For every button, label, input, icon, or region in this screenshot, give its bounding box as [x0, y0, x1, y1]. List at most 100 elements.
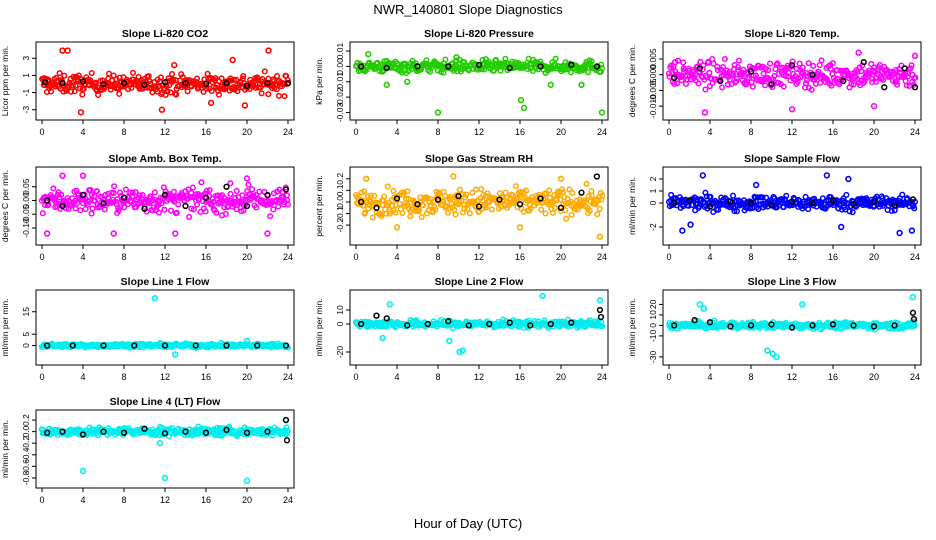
panel-7: Slope Line 1 Flow ml/min per min. 0 4 8 12 16 2…	[0, 276, 295, 382]
x-tick-label: 20	[556, 127, 566, 137]
data-point-outlier	[446, 337, 453, 344]
data-point	[695, 80, 702, 87]
data-point-outlier	[539, 292, 546, 300]
black-point	[475, 61, 483, 69]
black-series	[43, 183, 290, 212]
data-point	[427, 203, 434, 210]
data-point	[401, 189, 408, 196]
data-point	[598, 65, 606, 72]
point-series	[352, 292, 606, 356]
point-series	[352, 173, 606, 240]
x-tick-label: 16	[201, 252, 211, 262]
data-point	[563, 215, 570, 222]
data-point	[907, 65, 914, 72]
x-tick-label: 4	[707, 372, 712, 382]
y-tick-label: 1	[21, 73, 31, 78]
data-point	[283, 192, 290, 199]
data-point	[184, 88, 191, 95]
data-point	[423, 57, 430, 64]
data-point	[849, 209, 856, 216]
black-point	[445, 318, 452, 325]
data-point	[702, 86, 709, 93]
point-series	[39, 47, 291, 116]
x-tick-label: 4	[80, 127, 85, 137]
y-tick-label: 10	[648, 310, 658, 320]
black-point	[182, 79, 189, 87]
data-point-outlier	[59, 47, 66, 54]
data-point	[227, 77, 234, 84]
data-point-outlier	[79, 467, 87, 475]
data-point	[559, 189, 566, 196]
data-point	[258, 90, 265, 97]
black-point	[455, 193, 462, 200]
data-point	[249, 186, 256, 193]
data-point-outlier	[265, 47, 272, 54]
data-point	[105, 70, 113, 77]
black-point	[202, 194, 210, 201]
panel-1: Slope Li-820 CO2 Licor ppm per min. 0 4 8 12 1…	[0, 28, 295, 137]
data-point	[596, 205, 603, 212]
data-point	[594, 211, 601, 218]
data-point	[599, 323, 606, 330]
data-point	[222, 210, 229, 217]
black-point	[717, 77, 724, 85]
data-point	[574, 206, 581, 213]
data-point-outlier	[700, 305, 708, 312]
data-point	[449, 60, 456, 67]
x-tick-label: 16	[515, 372, 525, 382]
black-point	[161, 430, 169, 437]
data-point-outlier	[453, 54, 460, 61]
x-tick-label: 20	[242, 252, 252, 262]
y-tick-label: -20	[335, 346, 345, 359]
data-point	[71, 88, 78, 95]
data-point-outlier	[59, 172, 66, 179]
black-point	[79, 78, 87, 85]
data-point	[584, 69, 592, 76]
data-point-outlier	[243, 175, 251, 182]
data-point	[888, 207, 895, 215]
y-tick-label: -0.005	[648, 78, 658, 102]
x-tick-label: 24	[283, 495, 293, 505]
point-series	[38, 172, 291, 237]
y-tick-label: 0.000	[648, 64, 658, 86]
black-point	[223, 183, 230, 190]
data-point	[771, 195, 778, 202]
black-point	[357, 198, 365, 206]
data-point	[750, 72, 757, 79]
black-series	[357, 306, 605, 329]
data-point-outlier	[845, 175, 852, 183]
black-point	[264, 79, 271, 87]
data-point	[403, 195, 410, 203]
data-point	[689, 202, 696, 209]
data-point	[700, 62, 707, 69]
data-point	[779, 196, 786, 203]
black-point	[891, 202, 898, 209]
y-tick-label: -0.10	[21, 218, 31, 238]
data-point	[149, 207, 156, 214]
x-tick-label: 20	[869, 127, 879, 137]
y-tick-label: 0.1	[335, 184, 345, 196]
y-axis-label: kPa per min.	[314, 57, 324, 105]
data-point	[542, 210, 549, 217]
black-point	[243, 82, 251, 89]
data-point-outlier	[837, 223, 845, 231]
black-point	[59, 202, 66, 210]
data-point	[267, 213, 274, 220]
black-point	[223, 79, 230, 87]
black-point	[768, 321, 775, 328]
data-point	[116, 90, 123, 97]
data-point	[802, 80, 810, 87]
data-point	[155, 209, 162, 216]
data-point	[873, 78, 880, 85]
data-point	[284, 201, 291, 208]
data-point	[227, 180, 234, 187]
y-tick-label: -0.05	[21, 204, 31, 224]
black-point	[141, 205, 148, 212]
data-point	[404, 188, 411, 195]
data-point	[452, 211, 459, 218]
x-tick-label: 0	[39, 372, 44, 382]
data-point	[95, 91, 102, 99]
data-point	[469, 189, 476, 197]
y-tick-label: -3	[21, 106, 31, 114]
data-point	[893, 81, 901, 88]
